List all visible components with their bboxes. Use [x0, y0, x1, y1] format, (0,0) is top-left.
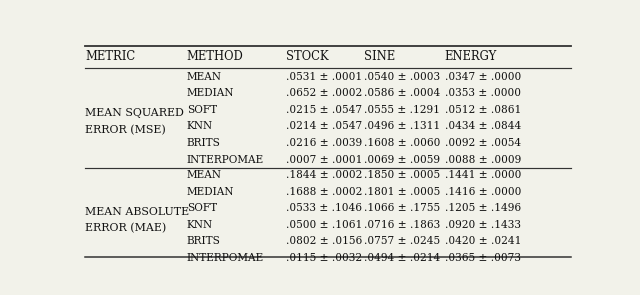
Text: STOCK: STOCK [286, 50, 328, 63]
Text: BRITS: BRITS [187, 138, 221, 148]
Text: .0353 ± .0000: .0353 ± .0000 [445, 88, 520, 98]
Text: .0716 ± .1863: .0716 ± .1863 [364, 220, 440, 230]
Text: ENERGY: ENERGY [445, 50, 497, 63]
Text: .0586 ± .0004: .0586 ± .0004 [364, 88, 440, 98]
Text: .0757 ± .0245: .0757 ± .0245 [364, 236, 440, 246]
Text: ERROR (MSE): ERROR (MSE) [85, 124, 166, 135]
Text: .0007 ± .0001: .0007 ± .0001 [286, 155, 362, 165]
Text: KNN: KNN [187, 122, 212, 132]
Text: .0540 ± .0003: .0540 ± .0003 [364, 72, 440, 82]
Text: .0216 ± .0039: .0216 ± .0039 [286, 138, 362, 148]
Text: .1441 ± .0000: .1441 ± .0000 [445, 170, 521, 180]
Text: .0069 ± .0059: .0069 ± .0059 [364, 155, 440, 165]
Text: .1844 ± .0002: .1844 ± .0002 [286, 170, 362, 180]
Text: .0652 ± .0002: .0652 ± .0002 [286, 88, 362, 98]
Text: .0092 ± .0054: .0092 ± .0054 [445, 138, 521, 148]
Text: .0533 ± .1046: .0533 ± .1046 [286, 203, 362, 213]
Text: KNN: KNN [187, 220, 212, 230]
Text: MEAN ABSOLUTE: MEAN ABSOLUTE [85, 207, 189, 217]
Text: .0496 ± .1311: .0496 ± .1311 [364, 122, 440, 132]
Text: .0434 ± .0844: .0434 ± .0844 [445, 122, 521, 132]
Text: .1205 ± .1496: .1205 ± .1496 [445, 203, 521, 213]
Text: MEDIAN: MEDIAN [187, 187, 234, 197]
Text: MEAN: MEAN [187, 170, 221, 180]
Text: .1066 ± .1755: .1066 ± .1755 [364, 203, 440, 213]
Text: SOFT: SOFT [187, 105, 217, 115]
Text: MEDIAN: MEDIAN [187, 88, 234, 98]
Text: .0088 ± .0009: .0088 ± .0009 [445, 155, 521, 165]
Text: .0215 ± .0547: .0215 ± .0547 [286, 105, 362, 115]
Text: .0420 ± .0241: .0420 ± .0241 [445, 236, 521, 246]
Text: SINE: SINE [364, 50, 395, 63]
Text: MEAN: MEAN [187, 72, 221, 82]
Text: INTERPOMAE: INTERPOMAE [187, 253, 264, 263]
Text: .0920 ± .1433: .0920 ± .1433 [445, 220, 520, 230]
Text: .0365 ± .0073: .0365 ± .0073 [445, 253, 520, 263]
Text: METRIC: METRIC [85, 50, 135, 63]
Text: INTERPOMAE: INTERPOMAE [187, 155, 264, 165]
Text: .1416 ± .0000: .1416 ± .0000 [445, 187, 521, 197]
Text: .0555 ± .1291: .0555 ± .1291 [364, 105, 440, 115]
Text: .0500 ± .1061: .0500 ± .1061 [286, 220, 362, 230]
Text: .1801 ± .0005: .1801 ± .0005 [364, 187, 440, 197]
Text: .0531 ± .0001: .0531 ± .0001 [286, 72, 362, 82]
Text: .1850 ± .0005: .1850 ± .0005 [364, 170, 440, 180]
Text: .1608 ± .0060: .1608 ± .0060 [364, 138, 440, 148]
Text: ERROR (MAE): ERROR (MAE) [85, 223, 166, 233]
Text: .0214 ± .0547: .0214 ± .0547 [286, 122, 362, 132]
Text: SOFT: SOFT [187, 203, 217, 213]
Text: .0115 ± .0032: .0115 ± .0032 [286, 253, 362, 263]
Text: .1688 ± .0002: .1688 ± .0002 [286, 187, 362, 197]
Text: .0347 ± .0000: .0347 ± .0000 [445, 72, 521, 82]
Text: METHOD: METHOD [187, 50, 243, 63]
Text: MEAN SQUARED: MEAN SQUARED [85, 108, 184, 118]
Text: .0802 ± .0156: .0802 ± .0156 [286, 236, 362, 246]
Text: BRITS: BRITS [187, 236, 221, 246]
Text: .0512 ± .0861: .0512 ± .0861 [445, 105, 521, 115]
Text: .0494 ± .0214: .0494 ± .0214 [364, 253, 440, 263]
